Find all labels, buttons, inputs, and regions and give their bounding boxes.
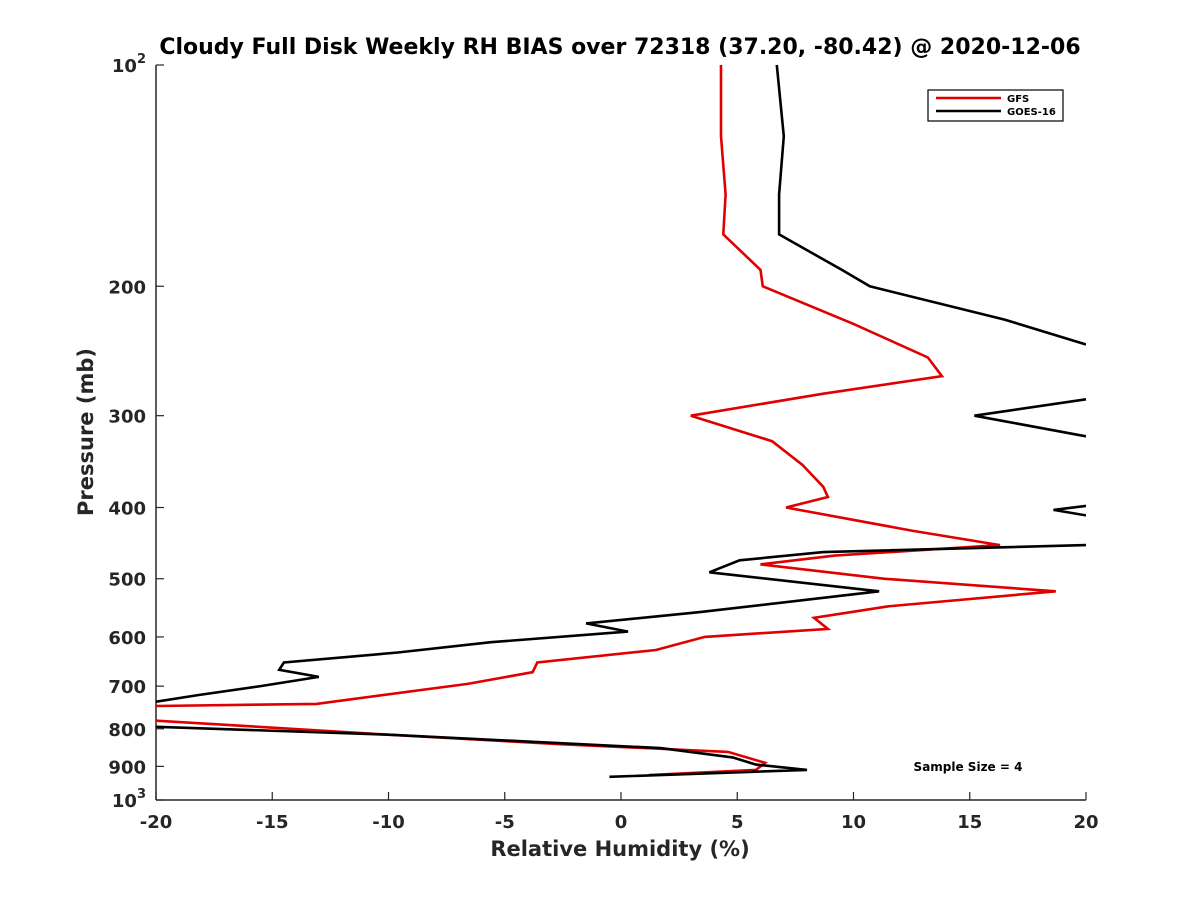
x-tick-label: 15 — [957, 812, 982, 833]
x-axis-label: Relative Humidity (%) — [490, 837, 749, 861]
x-axis-ticks: -20 -15 -10 -5 0 5 10 15 20 — [140, 792, 1099, 833]
x-tick-label: -15 — [256, 812, 289, 833]
legend-label: GFS — [1007, 94, 1029, 105]
x-tick-label: 0 — [615, 812, 628, 833]
series-line-gfs — [156, 65, 1056, 777]
x-tick-label: -10 — [372, 812, 405, 833]
chart-title: Cloudy Full Disk Weekly RH BIAS over 723… — [159, 35, 1080, 60]
y-tick-label: 700 — [108, 677, 146, 698]
plot-area — [155, 65, 1086, 801]
x-tick-label: 20 — [1073, 812, 1098, 833]
x-tick-label: -20 — [140, 812, 173, 833]
sample-size-annotation: Sample Size = 4 — [914, 760, 1023, 774]
x-tick-label: 10 — [841, 812, 866, 833]
x-tick-label: -5 — [495, 812, 515, 833]
legend: GFS GOES-16 — [927, 89, 1064, 122]
series-layer — [156, 65, 1086, 779]
y-tick-label: 800 — [108, 720, 146, 741]
x-tick-label: 5 — [731, 812, 744, 833]
y-tick-label: 400 — [108, 499, 146, 520]
series-line-goes-16 — [156, 65, 1086, 779]
y-tick-label: 900 — [108, 757, 146, 778]
legend-box — [927, 89, 1064, 122]
y-tick-label: 103 — [112, 787, 146, 812]
y-tick-label: 600 — [108, 628, 146, 649]
y-tick-label: 300 — [108, 407, 146, 428]
y-axis-ticks: 102 200 300 400 500 600 700 800 900 103 — [108, 52, 164, 812]
legend-label: GOES-16 — [1007, 107, 1056, 118]
y-axis-label: Pressure (mb) — [74, 348, 98, 516]
y-tick-label: 200 — [108, 277, 146, 298]
y-tick-label: 102 — [112, 52, 146, 77]
y-tick-label: 500 — [108, 570, 146, 591]
